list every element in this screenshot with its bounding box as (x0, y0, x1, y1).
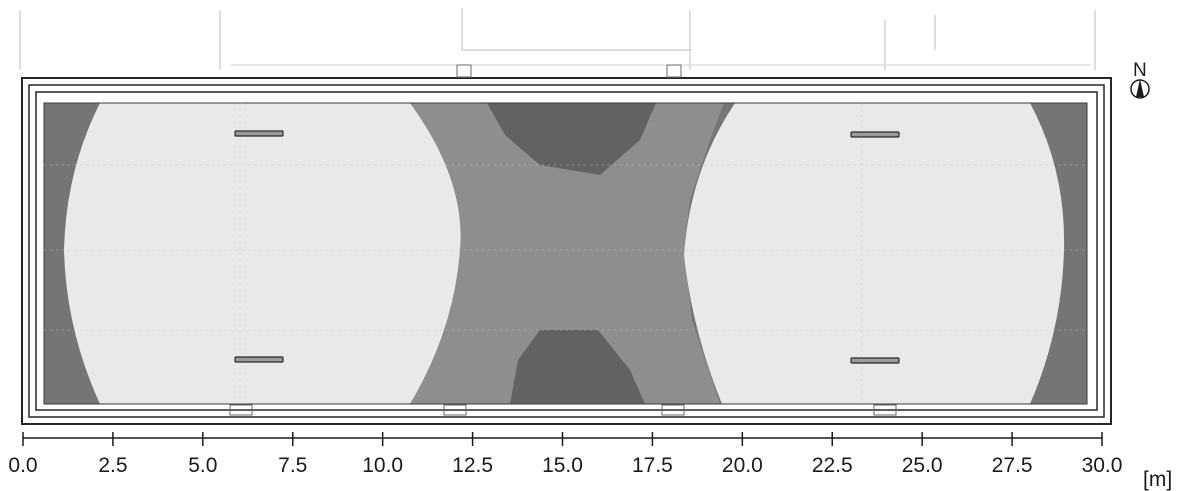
axis-unit: [m] (1143, 468, 1172, 491)
axis-tick-label: 12.5 (452, 454, 493, 477)
background-sketch (19, 8, 1096, 70)
axis-tick-label: 17.5 (632, 454, 673, 477)
outer-wall (21, 77, 1112, 425)
outer-wall-inner (28, 84, 1105, 418)
luminaire (850, 131, 900, 138)
axis-tick-label: 7.5 (278, 454, 307, 477)
north-label: N (1133, 60, 1147, 81)
axis-tick-label: 20.0 (722, 454, 763, 477)
wall-marker (666, 64, 682, 78)
luminaire (234, 130, 284, 137)
axis-tick-label: 15.0 (542, 454, 583, 477)
axis-tick-label: 10.0 (362, 454, 403, 477)
luminaire (234, 356, 284, 363)
luminaires (234, 130, 900, 364)
grid-lines (44, 103, 1087, 404)
zone-light-left (64, 103, 461, 404)
isolux-field (43, 102, 1088, 405)
wall-marker (443, 404, 467, 416)
field-border (43, 102, 1088, 405)
axis-tick-label: 22.5 (812, 454, 853, 477)
axis-tick-label: 5.0 (188, 454, 217, 477)
axis-tick-label: 0.0 (8, 454, 37, 477)
wall-marker (229, 404, 253, 416)
wall-marker (661, 404, 685, 416)
wall-marker (456, 64, 472, 78)
north-arrow: N (1130, 60, 1150, 99)
wall-markers (229, 64, 897, 416)
north-arrow-pointer (1136, 79, 1144, 97)
axis-tick-label: 27.5 (992, 454, 1033, 477)
zone-light-right (684, 103, 1065, 404)
axis-tick-label: 2.5 (98, 454, 127, 477)
zone-mid-band (410, 103, 724, 404)
axis-tick-label: 30.0 (1082, 454, 1123, 477)
wall-marker (873, 404, 897, 416)
room-outline (21, 77, 1112, 425)
luminaire (850, 357, 900, 364)
axis-ticks: 0.0 2.5 5.0 7.5 10.0 12.5 15.0 17.5 20.0 22.5 25.0… (8, 432, 1122, 477)
scale-axis: 0.0 2.5 5.0 7.5 10.0 12.5 15.0 17.5 20.0 22.5 25.0… (8, 432, 1172, 491)
zone-darker-top (487, 103, 656, 175)
zone-darker-bottom (510, 330, 645, 404)
axis-tick-label: 25.0 (902, 454, 943, 477)
inner-wall (35, 91, 1098, 411)
